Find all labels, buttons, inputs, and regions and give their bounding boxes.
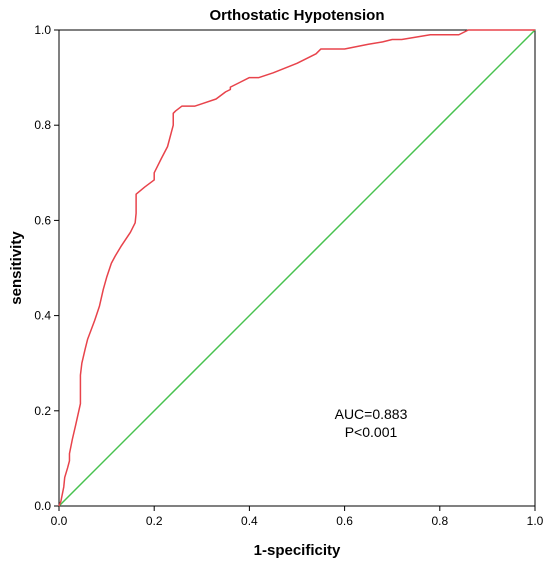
x-tick-label: 0.6 bbox=[336, 514, 353, 528]
plot-frame bbox=[58, 29, 536, 507]
auc-annotation: AUC=0.883 bbox=[335, 406, 408, 422]
series-layer bbox=[58, 29, 536, 507]
x-tick-label: 0.8 bbox=[431, 514, 448, 528]
y-tick-label: 0.8 bbox=[34, 118, 51, 132]
y-tick-label: 0.0 bbox=[34, 499, 51, 513]
x-tick-label: 0.0 bbox=[51, 514, 68, 528]
y-tick-label: 0.4 bbox=[34, 309, 51, 323]
y-tick-label: 1.0 bbox=[34, 23, 51, 37]
roc-curve-line bbox=[58, 29, 535, 507]
chart-title: Orthostatic Hypotension bbox=[209, 7, 384, 24]
p-value-annotation: P<0.001 bbox=[345, 424, 398, 440]
axis-ticks: 0.0 0.2 0.4 0.6 0.8 1.0 0.0 0.2 0.4 0.6 0.8 1.0 bbox=[34, 23, 543, 528]
x-axis-label: 1-specificity bbox=[254, 542, 341, 559]
y-tick-label: 0.2 bbox=[34, 404, 51, 418]
y-tick-label: 0.6 bbox=[34, 213, 51, 227]
reference-diagonal-line bbox=[58, 29, 536, 507]
x-tick-label: 0.2 bbox=[146, 514, 163, 528]
x-tick-label: 1.0 bbox=[527, 514, 544, 528]
y-axis-label: sensitivity bbox=[8, 231, 25, 305]
x-tick-label: 0.4 bbox=[241, 514, 258, 528]
